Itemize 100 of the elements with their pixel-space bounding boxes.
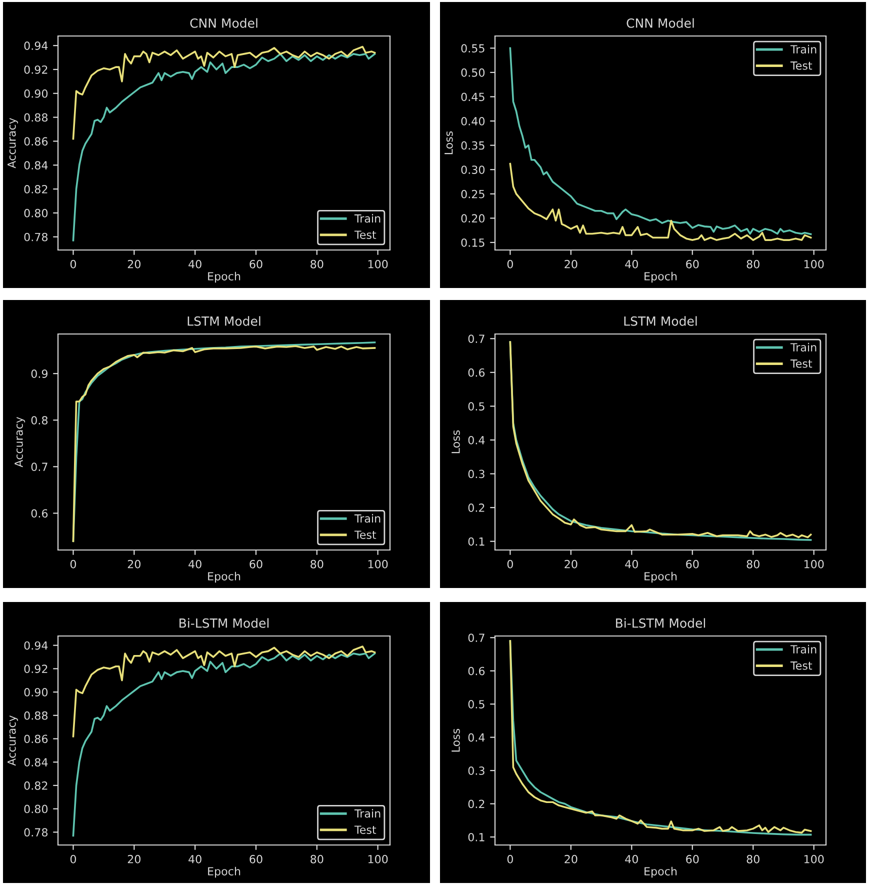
y-tick-label: 0.90 <box>24 688 48 696</box>
x-axis-title: Epoch <box>208 866 240 878</box>
y-tick-label: 0.86 <box>24 734 48 744</box>
y-tick-label: 0.7 <box>468 334 484 344</box>
y-tick-label: 0.88 <box>24 711 48 720</box>
y-axis-title: Accuracy <box>8 715 18 766</box>
y-tick-label: 0.88 <box>24 113 48 122</box>
chart-title: CNN Model <box>190 18 258 28</box>
legend-label: Train <box>790 644 816 654</box>
y-tick-label: 0.45 <box>461 92 484 102</box>
y-tick-label: 0.92 <box>24 664 48 674</box>
x-tick-label: 60 <box>686 854 699 864</box>
x-tick-label: 0 <box>507 854 513 864</box>
x-tick-label: 100 <box>368 854 388 864</box>
y-tick-label: 0.4 <box>468 436 485 444</box>
y-tick-label: 0.90 <box>24 89 48 98</box>
y-tick-label: 0.25 <box>461 190 484 198</box>
legend-label: Test <box>790 360 812 368</box>
y-tick-label: 0.50 <box>461 68 485 77</box>
legend-label: Train <box>790 342 816 352</box>
y-tick-label: 0.7 <box>31 462 48 472</box>
x-tick-label: 100 <box>804 560 824 568</box>
y-tick-label: 0.6 <box>468 666 485 676</box>
legend-label: Test <box>790 62 812 70</box>
x-tick-label: 0 <box>70 560 76 568</box>
x-tick-label: 40 <box>625 260 638 268</box>
x-tick-label: 20 <box>128 260 140 268</box>
y-tick-label: 0.80 <box>24 804 48 814</box>
legend-label: Train <box>354 809 380 818</box>
x-tick-label: 80 <box>310 560 324 568</box>
legend-label: Test <box>790 662 812 670</box>
legend-label: Train <box>790 44 816 54</box>
x-tick-label: 40 <box>625 854 638 864</box>
x-tick-label: 40 <box>188 260 202 268</box>
y-tick-label: 0.84 <box>24 161 48 170</box>
y-tick-label: 0.78 <box>24 828 48 837</box>
y-tick-label: 0.6 <box>468 368 485 377</box>
y-axis-title: Loss <box>444 131 453 154</box>
x-tick-label: 80 <box>310 260 324 268</box>
y-tick-label: 0.2 <box>468 504 484 512</box>
x-axis-title: Epoch <box>644 572 677 583</box>
x-tick-label: 40 <box>625 560 638 568</box>
x-tick-label: 100 <box>368 560 388 568</box>
y-tick-label: 0.55 <box>461 44 484 53</box>
x-tick-label: 20 <box>564 560 578 568</box>
legend-label: Train <box>354 214 380 223</box>
x-tick-label: 100 <box>804 854 824 864</box>
x-axis-title: Epoch <box>644 866 677 878</box>
x-tick-label: 20 <box>564 260 578 268</box>
legend-label: Test <box>354 230 376 239</box>
y-tick-label: 0.86 <box>24 137 48 146</box>
x-tick-label: 80 <box>746 854 760 864</box>
y-tick-label: 0.5 <box>468 402 484 411</box>
x-tick-label: 20 <box>128 560 140 568</box>
x-tick-label: 60 <box>250 560 262 568</box>
chart-title: Bi-LSTM Model <box>616 618 706 628</box>
x-tick-label: 20 <box>128 854 140 864</box>
x-axis-title: Epoch <box>644 272 677 283</box>
y-tick-label: 0.92 <box>24 65 48 74</box>
y-tick-label: 0.2 <box>468 800 484 808</box>
chart-title: LSTM Model <box>624 316 697 326</box>
y-tick-label: 0.30 <box>461 166 485 174</box>
x-tick-label: 80 <box>746 560 760 568</box>
legend-label: Train <box>354 514 380 523</box>
x-tick-label: 20 <box>564 854 578 864</box>
x-tick-label: 60 <box>250 260 262 268</box>
y-tick-label: 0.82 <box>24 781 48 790</box>
y-tick-label: 0.20 <box>461 214 485 223</box>
y-tick-label: 0.84 <box>24 758 48 766</box>
y-tick-label: 0.94 <box>24 641 48 650</box>
x-tick-label: 100 <box>804 260 824 268</box>
x-tick-label: 0 <box>507 560 513 568</box>
y-tick-label: 0.3 <box>468 766 484 775</box>
chart-title: CNN Model <box>626 18 694 28</box>
y-axis-title: Loss <box>452 728 460 752</box>
x-axis-title: Epoch <box>208 572 240 583</box>
y-tick-label: 0.1 <box>468 832 484 842</box>
y-tick-label: 0.80 <box>24 208 48 218</box>
chart-title: LSTM Model <box>188 316 260 326</box>
y-tick-label: 0.5 <box>468 700 484 708</box>
y-tick-label: 0.15 <box>461 238 484 247</box>
x-tick-label: 0 <box>507 260 513 268</box>
x-tick-label: 40 <box>188 560 202 568</box>
y-tick-label: 0.1 <box>468 537 484 546</box>
legend-label: Test <box>354 530 376 539</box>
x-tick-label: 60 <box>250 854 262 864</box>
y-tick-label: 0.82 <box>24 185 48 194</box>
y-tick-label: 0.6 <box>31 509 48 518</box>
x-tick-label: 80 <box>746 260 760 268</box>
x-tick-label: 60 <box>686 560 699 568</box>
legend-label: Test <box>354 826 376 834</box>
y-tick-label: 0.94 <box>24 42 48 50</box>
y-tick-label: 0.40 <box>461 116 485 126</box>
y-tick-label: 0.9 <box>31 370 48 378</box>
x-axis-title: Epoch <box>208 272 240 283</box>
y-axis-title: Loss <box>452 430 460 454</box>
x-tick-label: 60 <box>686 260 699 268</box>
y-tick-label: 0.7 <box>468 634 484 642</box>
x-tick-label: 0 <box>70 260 76 268</box>
y-axis-title: Accuracy <box>8 118 18 168</box>
